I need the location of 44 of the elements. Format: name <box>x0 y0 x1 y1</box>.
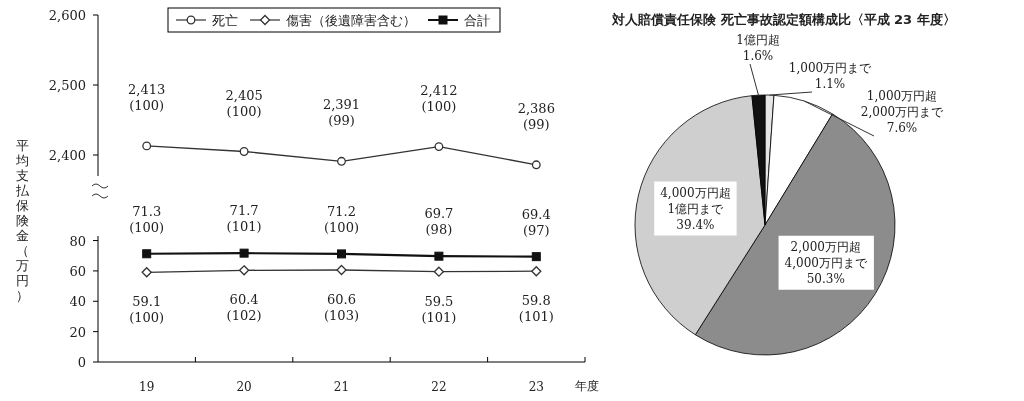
data-label: 69.7 (98) <box>424 206 454 238</box>
data-label: 59.8 (101) <box>518 293 554 325</box>
x-axis-title: 年度 <box>575 379 599 393</box>
data-label: 59.5 (101) <box>421 293 457 325</box>
y-tick-label: 80 <box>69 233 86 249</box>
y-tick-label: 20 <box>69 324 86 340</box>
data-label: 2,386 (99) <box>517 100 555 132</box>
data-label: 39.4% <box>676 217 715 232</box>
data-label: 59.1 (100) <box>129 294 165 326</box>
data-label: 71.7 (101) <box>226 203 262 235</box>
slice-label: 4,000万円超 1億円まで <box>660 185 731 216</box>
slice-label: 1,000万円超 2,000万円まで <box>860 89 945 119</box>
data-label: 1.6% <box>742 49 774 63</box>
x-tick-label: 22 <box>431 380 447 394</box>
legend-label: 死亡 <box>212 13 238 28</box>
data-label: 71.3 (100) <box>129 203 165 235</box>
data-label: 60.6 (103) <box>324 292 359 323</box>
y-tick-label: 0 <box>77 355 86 370</box>
x-tick-label: 19 <box>139 380 155 394</box>
y-tick-label: 60 <box>69 263 86 279</box>
x-tick-label: 21 <box>333 380 350 394</box>
text: 平均支払保険金（万円） <box>15 138 29 303</box>
slice-label: 1,000万円まで <box>788 61 873 75</box>
x-tick-label: 23 <box>528 380 544 394</box>
data-label: 7.6% <box>886 121 918 135</box>
chart-title: 対人賠償責任保険 死亡事故認定額構成比〈平成 23 年度〉 <box>611 12 956 27</box>
legend-label: 傷害（後遺障害含む） <box>285 13 416 28</box>
data-label: 1.1% <box>814 77 846 91</box>
data-label: 69.4 (97) <box>521 206 551 238</box>
data-label: 60.4 (102) <box>226 292 262 324</box>
data-label: 2,412 (100) <box>420 82 458 114</box>
y-tick-label: 2,600 <box>48 8 86 23</box>
data-label: 2,413 (100) <box>128 81 166 113</box>
data-label: 50.3% <box>806 271 845 286</box>
y-tick-label: 2,400 <box>48 148 86 163</box>
y-tick-label: 40 <box>69 294 86 310</box>
slice-label: 2,000万円超 4,000万円まで <box>784 239 868 270</box>
y-tick-label: 2,500 <box>48 78 86 93</box>
data-label: 71.2 (100) <box>324 203 359 235</box>
x-tick-label: 20 <box>236 380 252 394</box>
legend-label: 合計 <box>464 13 490 28</box>
data-label: 2,391 (99) <box>322 97 361 129</box>
data-label: 2,405 (100) <box>225 87 263 119</box>
slice-label: 1億円超 <box>736 33 780 47</box>
